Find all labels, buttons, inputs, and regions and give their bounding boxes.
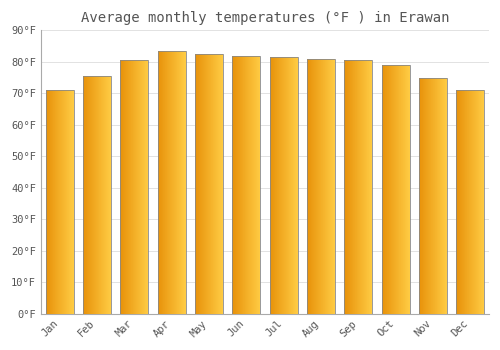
Bar xyxy=(382,65,409,314)
Bar xyxy=(120,60,148,314)
Bar xyxy=(419,78,447,314)
Bar xyxy=(344,60,372,314)
Title: Average monthly temperatures (°F ) in Erawan: Average monthly temperatures (°F ) in Er… xyxy=(80,11,449,25)
Bar xyxy=(158,51,186,314)
Bar xyxy=(195,54,223,314)
Bar xyxy=(83,76,111,314)
Bar xyxy=(46,90,74,314)
Bar xyxy=(232,56,260,314)
Bar xyxy=(270,57,297,314)
Bar xyxy=(307,59,335,314)
Bar xyxy=(456,90,484,314)
